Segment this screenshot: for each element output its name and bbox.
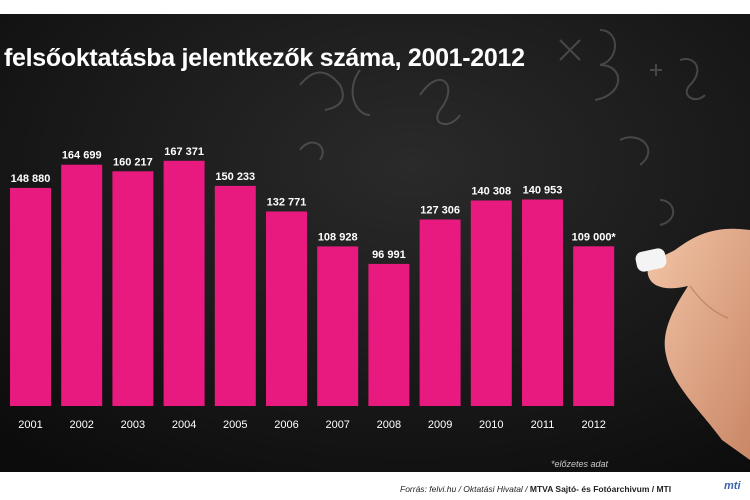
value-label-2002: 164 699 — [62, 150, 102, 162]
hand-holding-chalk — [635, 228, 750, 460]
bars-group — [10, 160, 615, 406]
bar-2003 — [112, 171, 154, 406]
bar-2002 — [61, 164, 103, 406]
bar-2009 — [419, 219, 461, 406]
tick-label-2007: 2007 — [325, 419, 349, 431]
value-label-2005: 150 233 — [215, 171, 255, 183]
tick-label-2012: 2012 — [581, 419, 605, 431]
bar-2011 — [522, 199, 563, 406]
tick-labels-group: 2001 2002 2003 2004 2005 2006 2007 2008 2009 2010… — [18, 419, 606, 431]
value-labels-group: 148 880 164 699 160 217 167 371 150 233 132 7… — [11, 146, 617, 261]
value-label-2009: 127 306 — [420, 205, 460, 217]
value-label-2001: 148 880 — [11, 173, 51, 185]
tick-label-2008: 2008 — [377, 419, 401, 431]
mti-logo: mti — [724, 480, 741, 492]
bar-2012 — [573, 246, 615, 406]
value-label-2011: 140 953 — [523, 185, 563, 197]
bar-2008 — [368, 263, 410, 406]
tick-label-2009: 2009 — [428, 419, 452, 431]
value-label-2007: 108 928 — [318, 231, 358, 243]
source-credit: MTVA Sajtó- és Fotóarchivum / MTI — [529, 484, 672, 494]
value-label-2006: 132 771 — [267, 197, 307, 209]
tick-label-2001: 2001 — [18, 419, 42, 431]
source-line: Forrás: felvi.hu / Oktatási Hivatal / MT… — [400, 484, 671, 494]
bar-2004 — [163, 160, 205, 406]
chalk-stick — [635, 248, 667, 272]
bar-2001 — [10, 187, 51, 406]
hand-shape — [647, 228, 750, 460]
top-white-strip — [0, 0, 750, 14]
tick-label-2005: 2005 — [223, 419, 247, 431]
chalk-scribbles-decoration — [299, 29, 706, 289]
value-label-2003: 160 217 — [113, 156, 153, 168]
tick-label-2006: 2006 — [274, 419, 298, 431]
tick-label-2011: 2011 — [531, 419, 555, 431]
tick-label-2003: 2003 — [121, 419, 145, 431]
value-label-2004: 167 371 — [164, 146, 204, 158]
finger-line — [689, 285, 729, 319]
bar-2005 — [214, 185, 256, 406]
tick-label-2010: 2010 — [479, 419, 503, 431]
bar-2007 — [317, 246, 359, 406]
bar-2010 — [470, 200, 512, 406]
footnote: *előzetes adat — [551, 459, 609, 469]
bar-2006 — [266, 211, 307, 406]
chart-title: felsőoktatásba jelentkezők száma, 2001-2… — [4, 44, 525, 72]
source-prefix: Forrás: felvi.hu / Oktatási Hivatal / — [400, 484, 530, 494]
tick-label-2004: 2004 — [172, 419, 196, 431]
value-label-2012: 109 000* — [572, 231, 617, 243]
value-label-2010: 140 308 — [471, 186, 511, 198]
tick-label-2002: 2002 — [69, 419, 93, 431]
value-label-2008: 96 991 — [372, 249, 406, 261]
